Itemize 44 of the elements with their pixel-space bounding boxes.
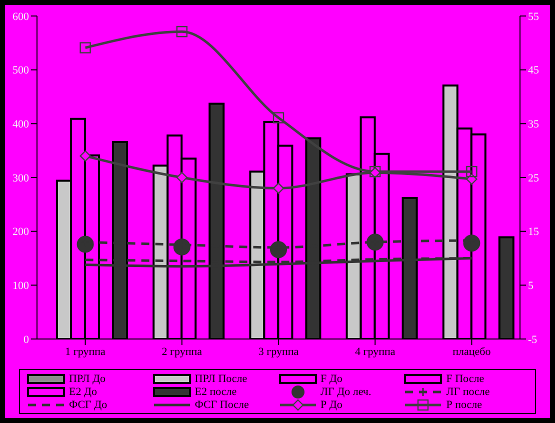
x-tick-label: плацебо bbox=[452, 346, 492, 358]
y-tick-label: 100 bbox=[12, 280, 30, 292]
point bbox=[76, 236, 94, 253]
legend-label: ПРЛ До bbox=[69, 372, 106, 384]
y-tick-label: 300 bbox=[12, 172, 30, 184]
y-tick-label: 0 bbox=[24, 334, 30, 346]
legend-label: Р после bbox=[446, 398, 482, 410]
y-tick-label: 500 bbox=[12, 64, 30, 77]
y-tick-label: 600 bbox=[12, 10, 30, 23]
point bbox=[366, 234, 384, 251]
point bbox=[463, 234, 480, 252]
point bbox=[176, 172, 188, 184]
legend-label: ЛГ До леч. bbox=[320, 386, 372, 398]
y2-tick-label: 55 bbox=[528, 10, 540, 23]
legend-label: E2 До bbox=[69, 386, 97, 398]
y2-tick-label: 5 bbox=[528, 280, 534, 292]
x-tick-label: 3 группа bbox=[258, 346, 299, 358]
legend-label: ПРЛ После bbox=[194, 372, 248, 384]
legend-label: F До bbox=[320, 372, 342, 384]
y2-tick-label: 35 bbox=[528, 118, 540, 131]
y-tick-label: 200 bbox=[12, 226, 30, 238]
y2-tick-label: 15 bbox=[528, 226, 540, 238]
y2-tick-label: -5 bbox=[528, 334, 538, 346]
legend-label: E2 после bbox=[194, 386, 237, 398]
point bbox=[80, 150, 91, 162]
y2-tick-label: 25 bbox=[528, 172, 540, 184]
legend-label: ФСГ До bbox=[69, 398, 108, 410]
y2-tick-label: 45 bbox=[528, 64, 540, 77]
point bbox=[173, 238, 190, 256]
x-tick-label: 1 группа bbox=[65, 346, 106, 358]
y-tick-label: 400 bbox=[12, 118, 30, 131]
point bbox=[176, 26, 188, 38]
legend-label: F После bbox=[446, 372, 484, 384]
legend-label: Р До bbox=[320, 398, 342, 410]
x-tick-label: 2 группа bbox=[162, 346, 202, 358]
point bbox=[80, 42, 91, 54]
legend-label: ЛГ после bbox=[446, 386, 490, 398]
point bbox=[272, 182, 284, 194]
point bbox=[270, 241, 287, 258]
x-tick-label: 4 группа bbox=[354, 346, 396, 358]
point bbox=[466, 174, 478, 185]
point bbox=[466, 166, 478, 178]
legend-label: ФСГ После bbox=[194, 398, 249, 410]
point bbox=[272, 112, 284, 124]
